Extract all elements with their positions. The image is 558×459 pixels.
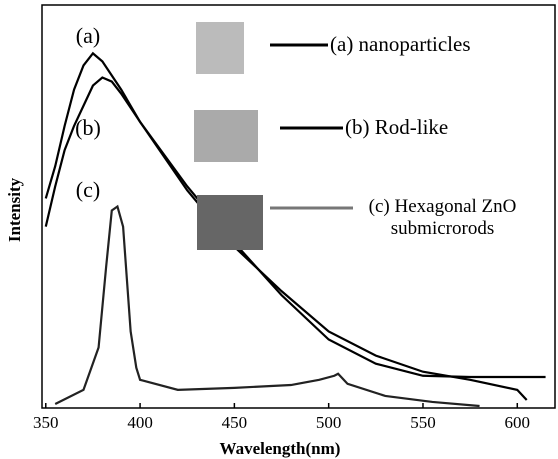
x-tick-label: 400 [127, 413, 153, 432]
x-tick-label: 600 [505, 413, 531, 432]
x-tick-label: 350 [33, 413, 59, 432]
legend-label: (a) nanoparticles [330, 32, 471, 56]
x-tick-label: 450 [222, 413, 248, 432]
line-series [44, 76, 546, 379]
line-series [54, 204, 480, 408]
thumbnail-a [196, 22, 244, 74]
x-axis-label: Wavelength(nm) [220, 439, 341, 458]
plot-frame [41, 4, 556, 409]
thumbnail-c [197, 195, 263, 250]
thumbnail-b [194, 110, 258, 162]
legend-label: (b) Rod-like [345, 115, 449, 139]
y-axis-label: Intensity [5, 177, 24, 242]
curve-label: (c) [76, 177, 100, 202]
line-series [44, 51, 528, 401]
curve-label: (b) [75, 115, 101, 140]
legend-label: (c) Hexagonal ZnO submicrorods [368, 196, 517, 239]
curve-label: (a) [76, 23, 100, 48]
x-tick-label: 550 [410, 413, 436, 432]
x-tick-label: 500 [316, 413, 342, 432]
